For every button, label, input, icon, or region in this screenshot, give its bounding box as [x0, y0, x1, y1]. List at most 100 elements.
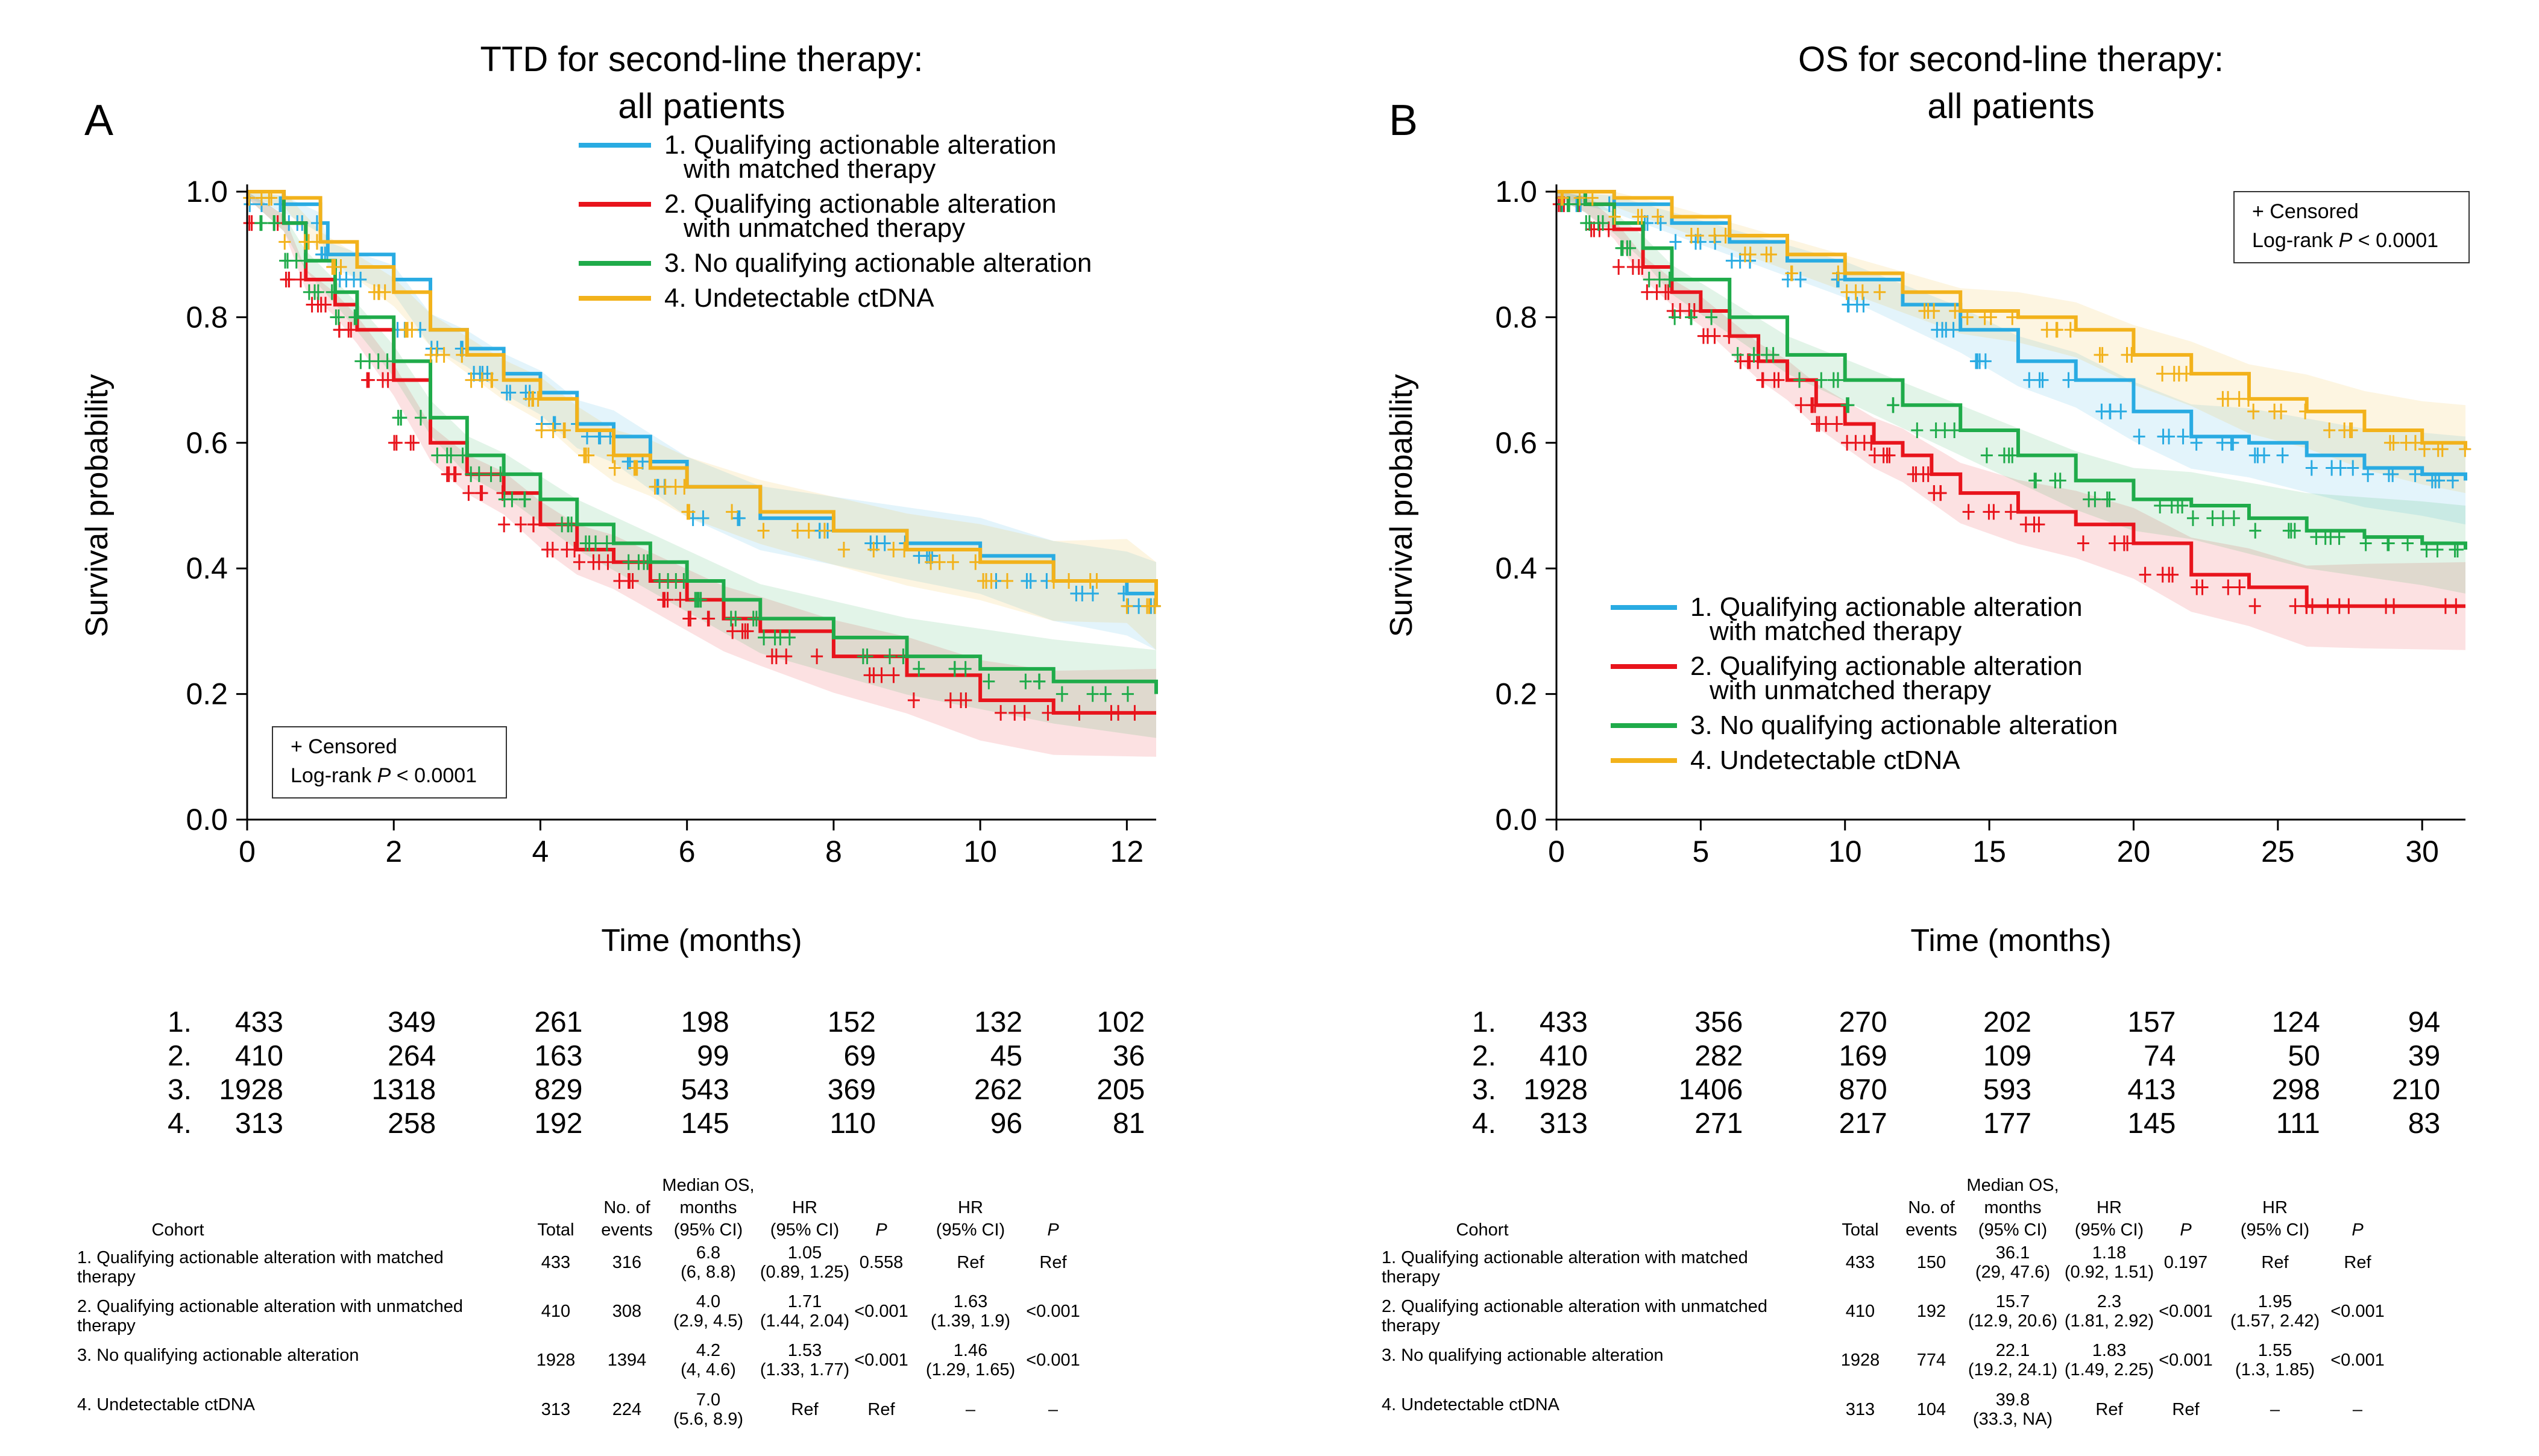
censor-mark [1930, 422, 1942, 438]
censor-mark [2409, 466, 2421, 482]
censor-mark [907, 692, 920, 709]
cell-hr2: (1.39, 1.9) [931, 1311, 1010, 1331]
risk-row-label: 1. [1472, 1006, 1496, 1038]
cell-hr2: (1.29, 1.65) [926, 1360, 1015, 1379]
cell-hr1: 1.05 [788, 1243, 822, 1263]
censor-mark [726, 504, 738, 520]
censor-mark [857, 648, 869, 665]
summary-table: Cohort Total No. of events Median OS, months (… [1382, 1176, 2385, 1429]
censor-mark [1961, 309, 1974, 325]
censor-mark [1019, 673, 1032, 689]
risk-value: 152 [828, 1006, 876, 1038]
censor-mark [441, 466, 453, 482]
risk-value: 413 [2127, 1074, 2176, 1106]
legend-label: with unmatched therapy [683, 213, 965, 243]
censor-mark [494, 466, 507, 482]
censor-mark [1143, 598, 1156, 614]
censor-mark [1090, 573, 1103, 589]
table-header-hr2: (95% CI) [2241, 1220, 2309, 1240]
risk-value: 313 [235, 1108, 283, 1140]
table-row: 1. Qualifying actionable alteration with… [1382, 1243, 2372, 1287]
censor-mark [757, 522, 770, 539]
cell-hr1: (1.44, 2.04) [760, 1311, 849, 1331]
cell-median: 7.0 [696, 1390, 720, 1410]
legend-entry-1: 1. Qualifying actionable alterationwith … [579, 130, 1057, 184]
censor-mark [613, 573, 626, 589]
censor-mark [2156, 366, 2169, 382]
censor-mark [1701, 328, 1714, 344]
km-curve-series-4 [247, 190, 1158, 606]
censor-mark [955, 692, 967, 709]
legend-entry-4: 4. Undetectable ctDNA [579, 283, 934, 313]
cell-events: 1394 [608, 1351, 647, 1370]
censor-mark [649, 479, 661, 495]
cell-p2: – [1048, 1400, 1059, 1419]
censor-mark [1573, 190, 1586, 206]
censor-mark [2248, 598, 2261, 614]
censor-mark [2094, 347, 2106, 363]
censor-mark [1931, 322, 1943, 338]
censor-mark [474, 366, 486, 382]
censor-mark [474, 485, 487, 501]
table-row: 4. Undetectable ctDNA 313 104 39.8(33.3, NA… [1382, 1390, 2363, 1429]
censor-mark [1705, 309, 1718, 325]
cell-p1: Ref [2172, 1400, 2200, 1419]
cell-median: 15.7 [1996, 1292, 2030, 1311]
censor-mark [2400, 435, 2412, 451]
censor-mark [1947, 322, 1960, 338]
cell-median: (5.6, 8.9) [673, 1410, 743, 1429]
x-tick-label: 12 [1110, 835, 1144, 868]
censor-mark [2429, 472, 2442, 489]
censor-mark [2446, 472, 2459, 489]
risk-value: 1406 [1679, 1074, 1743, 1106]
censor-mark [657, 592, 670, 608]
censor-mark [1643, 271, 1655, 287]
risk-value: 349 [388, 1006, 436, 1038]
censor-mark [2139, 566, 2151, 583]
censor-mark [2040, 322, 2053, 338]
censor-mark [1795, 397, 1807, 413]
risk-value: 261 [534, 1006, 582, 1038]
ci-band-series-4 [247, 192, 1156, 650]
censor-mark [1048, 573, 1060, 589]
censor-mark [1748, 347, 1760, 363]
censor-mark [1636, 259, 1649, 275]
censor-mark [887, 541, 900, 557]
censor-mark [1118, 585, 1130, 601]
censor-mark [1608, 209, 1621, 225]
risk-value: 1928 [1523, 1074, 1588, 1106]
censor-mark [1663, 271, 1676, 287]
censor-mark [1654, 215, 1667, 231]
censor-mark [1669, 234, 1682, 250]
x-tick-label: 20 [2117, 835, 2151, 868]
censor-mark [573, 554, 585, 570]
x-tick-label: 0 [1548, 835, 1565, 868]
cell-total: 313 [1846, 1400, 1875, 1419]
cell-events: 150 [1917, 1253, 1946, 1272]
cohort-name: 3. No qualifying actionable alteration [77, 1346, 359, 1365]
cell-hr1: Ref [2095, 1400, 2123, 1419]
risk-value: 109 [1983, 1040, 2031, 1072]
censor-mark [455, 340, 467, 357]
table-header-hr1: (95% CI) [770, 1220, 839, 1240]
censor-mark [568, 541, 581, 557]
y-axis-label: Survival probability [80, 374, 115, 637]
km-curve-series-3 [1556, 190, 2467, 550]
risk-value: 110 [829, 1108, 876, 1140]
ci-band-series-2 [247, 192, 1156, 757]
censor-mark [1815, 372, 1828, 388]
risk-value: 282 [1694, 1040, 1743, 1072]
cell-p2: Ref [1039, 1253, 1067, 1272]
cell-median: 36.1 [1996, 1243, 2030, 1263]
censor-mark [1694, 234, 1707, 250]
table-header-p2: P [2352, 1220, 2364, 1240]
cell-hr1: (1.49, 2.25) [2065, 1360, 2154, 1379]
y-tick-label: 0.6 [1495, 426, 1537, 460]
cohort-name: 3. No qualifying actionable alteration [1382, 1346, 1664, 1365]
censor-mark [547, 422, 559, 438]
censor-mark [1652, 209, 1664, 225]
cell-hr1: (0.92, 1.51) [2065, 1263, 2154, 1282]
cell-hr1: (1.81, 2.92) [2065, 1311, 2154, 1331]
censor-mark [2227, 435, 2239, 451]
y-tick-label: 0.8 [186, 300, 228, 334]
